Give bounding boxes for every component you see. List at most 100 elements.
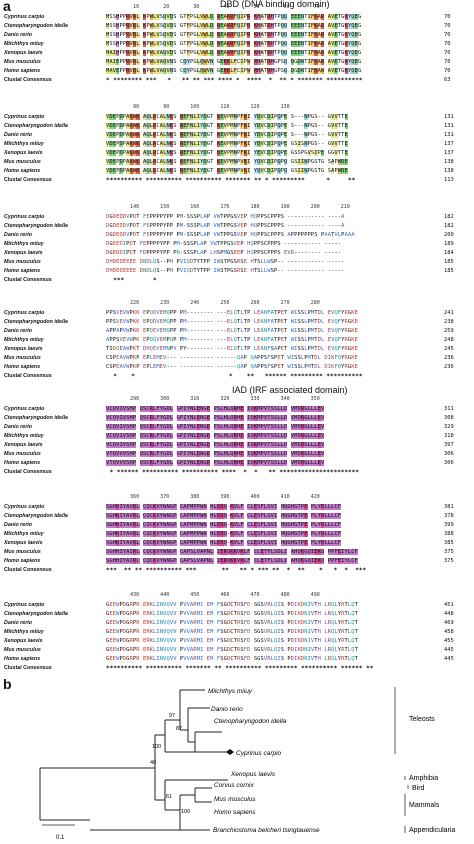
sequence-row: Homo sapiens VDEPDPAKWK AQLRCALNKS REFNLI…	[0, 168, 474, 176]
position-ruler: 430 440 450 460 470 480 490	[106, 592, 320, 598]
sequence-residues: GEEWPDGRPR ERKLINVQVV PVVARMI EM FSGDCTR…	[106, 647, 358, 653]
group-brackets	[394, 687, 409, 833]
sequence-row: Xenopus laevis VCQVIVSHP QSCRLFYGDL GPIYN…	[0, 442, 474, 450]
consensus-label: Clustal Consensus	[4, 567, 52, 573]
consensus-row: Clustal Consensus * ****** ********** **…	[0, 469, 474, 477]
species-label: Miichthys miiuy	[4, 241, 44, 247]
residue-count: 184	[444, 250, 454, 256]
group-bird: Bird	[412, 785, 425, 792]
sequence-row: Ctenopharyngodon idella PPSVEVWPKK EPQDVE…	[0, 319, 474, 327]
sequence-residues: SGHKIYAVRL CQCKVYWNGP CAPMPPWN HLERQ-KVL…	[106, 531, 342, 537]
sequence-residues: GEEWPDGRPR ERKLINVQVV PVVARMI EM FSGDCTR…	[106, 620, 358, 626]
species-label: Homo sapiens	[4, 656, 41, 662]
species-label: Miichthys miiuy	[4, 433, 44, 439]
sequence-row: Mus musculus SGHHIYAIRL CQCKVYWNGP CAPSLV…	[0, 549, 474, 557]
consensus-label: Clustal Consensus	[4, 469, 52, 475]
species-label: Mus musculus	[4, 549, 41, 555]
sequence-row: Mus musculus GEEWPDGRPR ERKLINVQVV PVVARM…	[0, 647, 474, 655]
sequence-row: Mus musculus DHDEDEEEE DNDLQS--PH PVIQDTY…	[0, 259, 474, 267]
sequence-row: Mus musculus MAIEPPRVRL KPWLVAQVNS CQYPGL…	[0, 59, 474, 67]
species-label: Cyprinus carpio	[4, 14, 45, 20]
residue-count: 70	[444, 23, 451, 29]
residue-count: 189	[444, 241, 454, 247]
species-label: Miichthys miiuy	[4, 531, 44, 537]
residue-count: 318	[444, 433, 454, 439]
sequence-residues: MSSHPPRVRL KPWLVSQVDS GTFPGLVWLD REAKRFQ…	[106, 41, 362, 47]
sequence-residues: VTQVVVSHP QSCRLFYGDL GPIYNLENGE PSLHLQRH…	[106, 451, 325, 457]
residue-count: 385	[444, 540, 454, 546]
bootstrap-0: 97	[169, 713, 175, 719]
consensus-label: Clustal Consensus	[4, 277, 52, 283]
iad-title: IAD (IRF associated domain)	[232, 385, 348, 395]
group-appendicularia: Appendicularia	[409, 827, 455, 834]
sequence-residues: MSSHPPRVRL KPWLVSQVDS GTFPGLVWLD REAKRFQ…	[106, 14, 362, 20]
residue-count: 241	[444, 310, 454, 316]
sequence-residues: DGEEDIPDT FEPPPPYPP PM-SSSPLAP VWTPPGSVE…	[106, 241, 342, 247]
sequence-row: Xenopus laevis TSDQEAWPKT DHQEVEMNPV PY--…	[0, 346, 474, 354]
bootstrap-3: 61	[166, 794, 172, 800]
sequence-row: Miichthys miiuy VDEPDPAKWK AQLRCALNKS REF…	[0, 141, 474, 149]
residue-count: 70	[444, 32, 451, 38]
sequence-row: Homo sapiens VTQVVVSHP QSCRLFYGDL GPIYNLE…	[0, 460, 474, 468]
species-label: Mus musculus	[4, 647, 41, 653]
sequence-residues: MAIEPPRVRL KPWLVAQVNS CQYPGLQWVN GEKKLFC…	[106, 59, 362, 65]
sequence-row: Miichthys miiuy GEEWPDGRPR ERKLINVQVV PVV…	[0, 629, 474, 637]
species-label: Cyprinus carpio	[4, 114, 45, 120]
residue-count: 399	[444, 522, 454, 528]
residue-count: 236	[444, 355, 454, 361]
residue-count: 236	[444, 364, 454, 370]
residue-count: 238	[444, 319, 454, 325]
species-label: Xenopus laevis	[4, 50, 43, 56]
species-label: Homo sapiens	[4, 68, 41, 74]
sequence-row: Homo sapiens MAVEPPRVRL KPWLVAQVNS CQYPGL…	[0, 68, 474, 76]
position-ruler: 80 90 100 110 120 130	[106, 104, 290, 110]
species-label: Miichthys miiuy	[4, 41, 44, 47]
sequence-residues: SGHKIYAVRL CQCKVYWNGP CAPMPPWN HLERQ-KVL…	[106, 504, 342, 510]
tree-branches	[39, 689, 232, 831]
sequence-row: Mus musculus VDEPDPAKWK AQLRCALNKS REFNLI…	[0, 159, 474, 167]
residue-count: 445	[444, 656, 454, 662]
species-label: Mus musculus	[4, 451, 41, 457]
sequence-row: Homo sapiens GEEWPDGRPR ERKLINVQVV PVVARM…	[0, 656, 474, 664]
consensus-label: Clustal Consensus	[4, 373, 52, 379]
sequence-residues: SGHKIYAVRL CQCKVYWNGP CAPMPPWN HLERQ-KVL…	[106, 540, 342, 546]
species-label: Xenopus laevis	[4, 150, 43, 156]
sequence-residues: DHDEDEEEE DNDLQS--PH PVIQDTYTPP IWSTPGSR…	[106, 259, 345, 265]
sequence-residues: VDEPDPAKWK AQLRCALNKS REFNLIYDGT KEVPMNP…	[106, 114, 348, 120]
sequence-residues: VTQVVVSHP QSCRLFYGDL GPIYNLENGE PSLHLQRH…	[106, 460, 325, 466]
consensus-row: Clustal Consensus ********** ********** *…	[0, 665, 474, 673]
consensus-row: Clustal Consensus * ******** *** * ** ** …	[0, 77, 474, 85]
residue-count: 311	[444, 406, 454, 412]
species-label: Xenopus laevis	[4, 540, 43, 546]
sequence-row: Miichthys miiuy DGEEDIPDT FEPPPPYPP PM-SS…	[0, 241, 474, 249]
taxon-2: Ctenopharyngodon idella	[214, 718, 287, 725]
residue-count: 131	[444, 123, 454, 129]
residue-count: 70	[444, 14, 451, 20]
sequence-residues: VDEPDPAKWK AQLRCALNKS REFNLIYDGT KEVPMNP…	[106, 159, 348, 165]
sequence-row: Danio rerio VCQVIVSHP QSCRLFYGDL GPIYNLEN…	[0, 424, 474, 432]
group-mammals: Mammals	[409, 802, 440, 809]
species-label: Homo sapiens	[4, 558, 41, 564]
group-teleosts: Teleosts	[409, 716, 435, 723]
sequence-row: Cyprinus carpio PPSVEVWPKK EPQDVEMQPP PM-…	[0, 310, 474, 318]
residue-count: 138	[444, 159, 454, 165]
sequence-residues: VCQVIVSHP QSCRLFYGDL GPIYNLENGE PSLHLQRH…	[106, 433, 325, 439]
residue-count: 378	[444, 513, 454, 519]
sequence-residues: DGDEDDVPDT FEPPPPYPP PM-SSSPLAP VWTPPGSV…	[106, 232, 355, 238]
residue-count: 308	[444, 415, 454, 421]
sequence-residues: GEEWPDGRPR ERKLINVQVV PVVARMI EM FSGDCTR…	[106, 629, 358, 635]
sequence-residues: SGHKIYAVRL CQCKVYWNGP CAPMPPWN HLERQ-KVL…	[106, 513, 342, 519]
position-ruler: 220 230 240 250 260 270 280	[106, 300, 320, 306]
residue-count: 70	[444, 41, 451, 47]
species-label: Danio rerio	[4, 328, 32, 334]
sequence-residues: VCQVIVSHP QSCRLFYGDL GPIYNLENGE PSLHLQRH…	[106, 406, 325, 412]
sequence-residues: SGHHIYAIRL CQCKVYWNGP CAPSLVAPNL IERQKKV…	[106, 558, 358, 564]
sequence-row: Miichthys miiuy SGHKIYAVRL CQCKVYWNGP CAP…	[0, 531, 474, 539]
consensus-stars: ********** ********** ******* ** *******…	[106, 665, 374, 672]
residue-count: 445	[444, 647, 454, 653]
residue-count: 131	[444, 132, 454, 138]
species-label: Danio rerio	[4, 132, 32, 138]
sequence-residues: TSDQEAWPKT DHQEVEMNPV PY-------- ---ELQT…	[106, 346, 358, 352]
consensus-stars: * * * ** ****** ********* **********	[106, 373, 370, 380]
species-label: Ctenopharyngodon idella	[4, 23, 68, 29]
